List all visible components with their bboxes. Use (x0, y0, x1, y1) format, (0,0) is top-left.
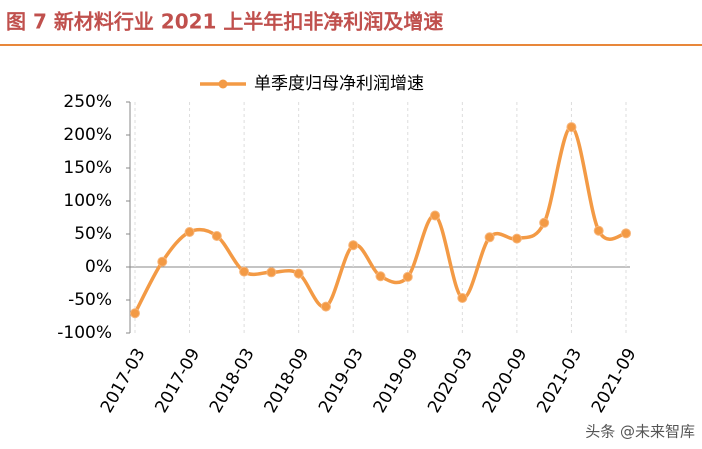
y-tick-label: 200% (63, 125, 112, 145)
point (293, 268, 304, 279)
y-tick-label: 100% (63, 191, 112, 211)
x-tick-label: 2017-03 (97, 345, 150, 417)
legend-label: 单季度归母净利润增速 (254, 74, 424, 94)
point (239, 266, 250, 277)
point (511, 233, 522, 244)
x-tick-label: 2020-09 (479, 345, 532, 417)
point (375, 271, 386, 282)
point (130, 308, 140, 319)
x-tick-label: 2017-09 (151, 345, 204, 417)
y-tick-label: -100% (57, 323, 112, 343)
x-tick-label: 2021-09 (588, 345, 641, 417)
y-tick-label: 250% (63, 92, 112, 112)
point (621, 228, 631, 239)
y-tick-label: 150% (63, 158, 112, 178)
point (184, 227, 195, 238)
series-line (133, 125, 627, 315)
x-tick-label: 2019-09 (370, 345, 423, 417)
x-tick-label: 2019-03 (315, 345, 368, 417)
point (320, 301, 331, 312)
legend-marker (218, 79, 228, 89)
y-tick-label: 0% (85, 257, 112, 277)
point (266, 267, 277, 278)
point (593, 225, 604, 236)
y-tick-label: 50% (74, 224, 112, 244)
x-tick-label: 2018-09 (260, 345, 313, 417)
y-tick-label: -50% (68, 290, 112, 310)
point (566, 122, 577, 133)
x-tick-label: 2018-03 (206, 345, 259, 417)
point (402, 271, 413, 282)
chart-title: 图 7 新材料行业 2021 上半年扣非净利润及增速 (6, 10, 443, 34)
point (348, 240, 359, 251)
point (484, 232, 495, 243)
watermark: 头条 @未来智库 (585, 423, 695, 441)
x-tick-label: 2020-03 (424, 345, 477, 417)
point (430, 210, 441, 221)
point (539, 217, 550, 228)
point (157, 256, 168, 267)
x-tick-label: 2021-03 (533, 345, 586, 417)
point (211, 230, 222, 241)
point (457, 293, 468, 304)
